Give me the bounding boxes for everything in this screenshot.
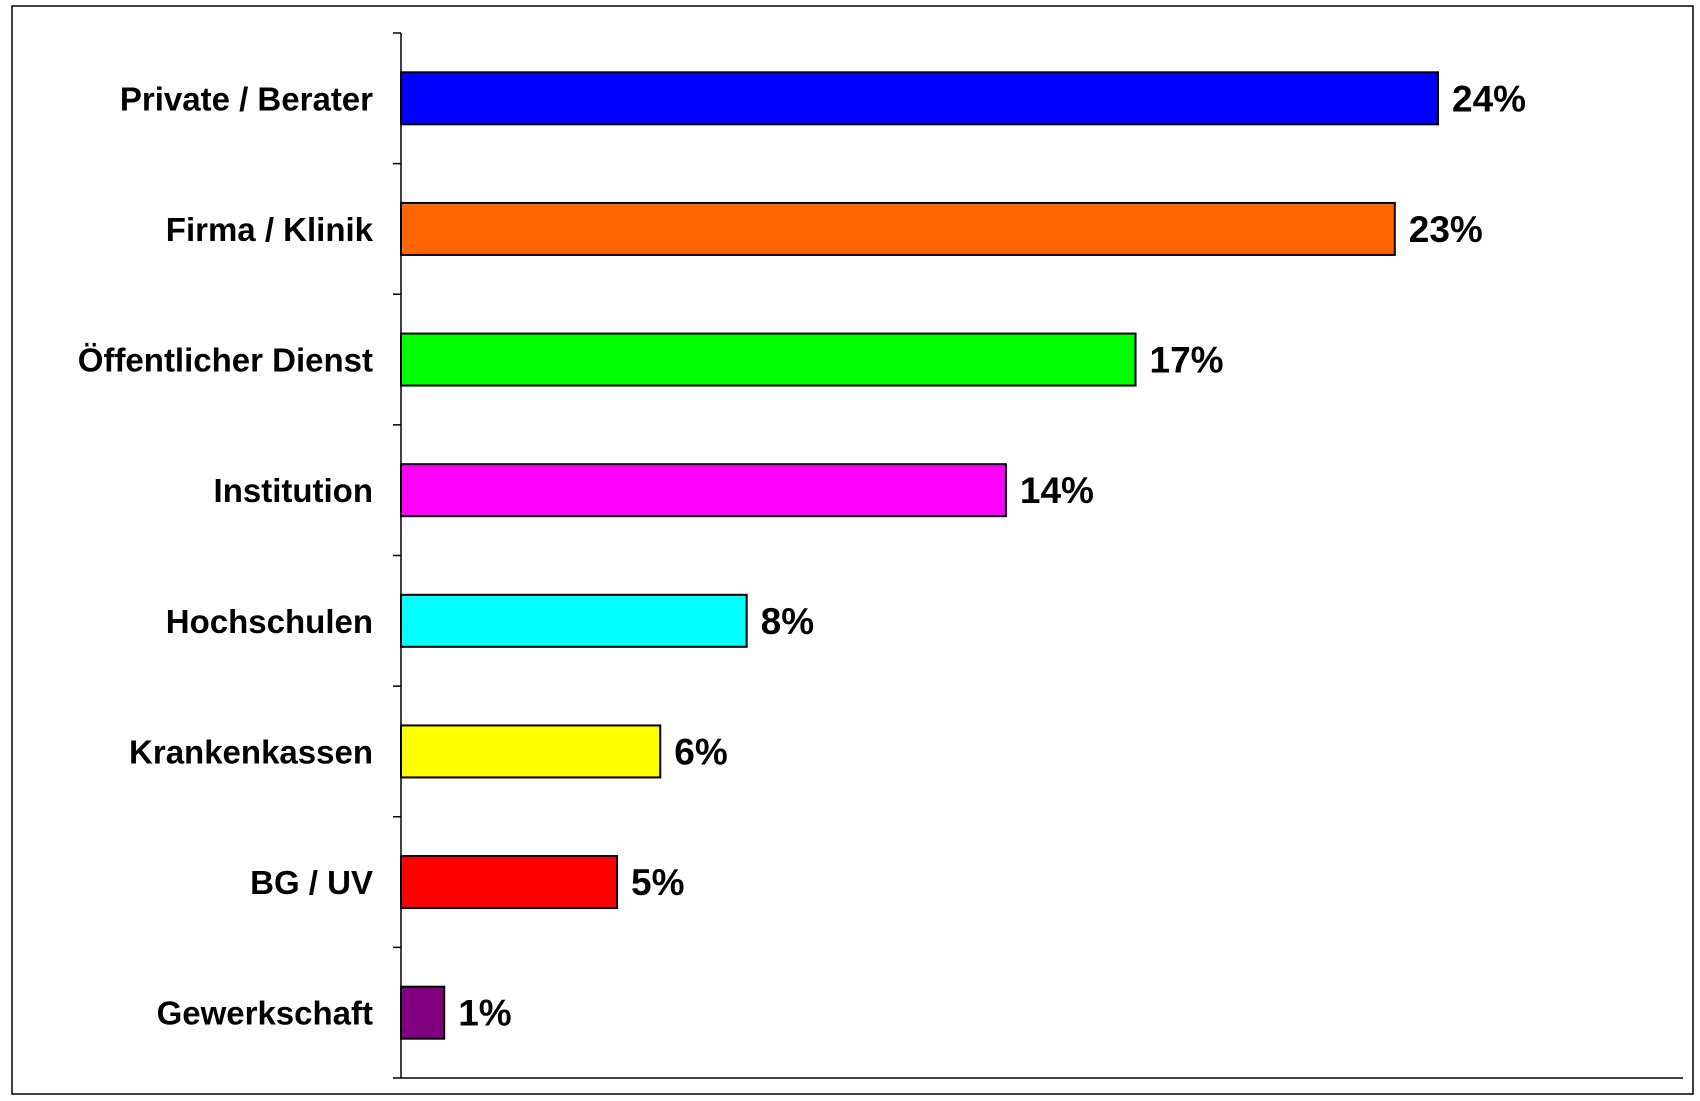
bar bbox=[400, 724, 662, 779]
y-axis-ticks bbox=[393, 32, 401, 1079]
category-label: Firma / Klinik bbox=[166, 211, 374, 248]
bar bbox=[400, 332, 1137, 387]
chart-frame bbox=[11, 5, 1694, 1095]
data-label: 23% bbox=[1409, 209, 1483, 250]
data-label: 5% bbox=[631, 862, 684, 903]
category-label: Gewerkschaft bbox=[157, 995, 373, 1032]
data-labels: 24% 23% 17% 14% 8% 6% 5% 1% bbox=[458, 78, 1526, 1033]
bars bbox=[400, 71, 1439, 1040]
bar bbox=[400, 593, 748, 648]
category-label: Krankenkassen bbox=[129, 733, 373, 770]
bar bbox=[400, 71, 1439, 126]
data-label: 1% bbox=[458, 993, 511, 1034]
data-label: 6% bbox=[674, 731, 727, 772]
category-labels: Private / Berater Firma / Klinik Öffentlic… bbox=[78, 80, 374, 1031]
data-label: 24% bbox=[1452, 78, 1526, 119]
bar bbox=[400, 463, 1007, 518]
category-label: BG / UV bbox=[250, 864, 373, 901]
data-label: 17% bbox=[1150, 340, 1224, 381]
category-label: Institution bbox=[214, 472, 373, 509]
category-label: Hochschulen bbox=[166, 603, 373, 640]
bar bbox=[400, 855, 619, 910]
data-label: 8% bbox=[761, 601, 814, 642]
data-label: 14% bbox=[1020, 470, 1094, 511]
category-label: Private / Berater bbox=[120, 80, 373, 117]
bar bbox=[400, 985, 446, 1040]
bar bbox=[400, 201, 1396, 256]
category-label: Öffentlicher Dienst bbox=[78, 342, 373, 379]
